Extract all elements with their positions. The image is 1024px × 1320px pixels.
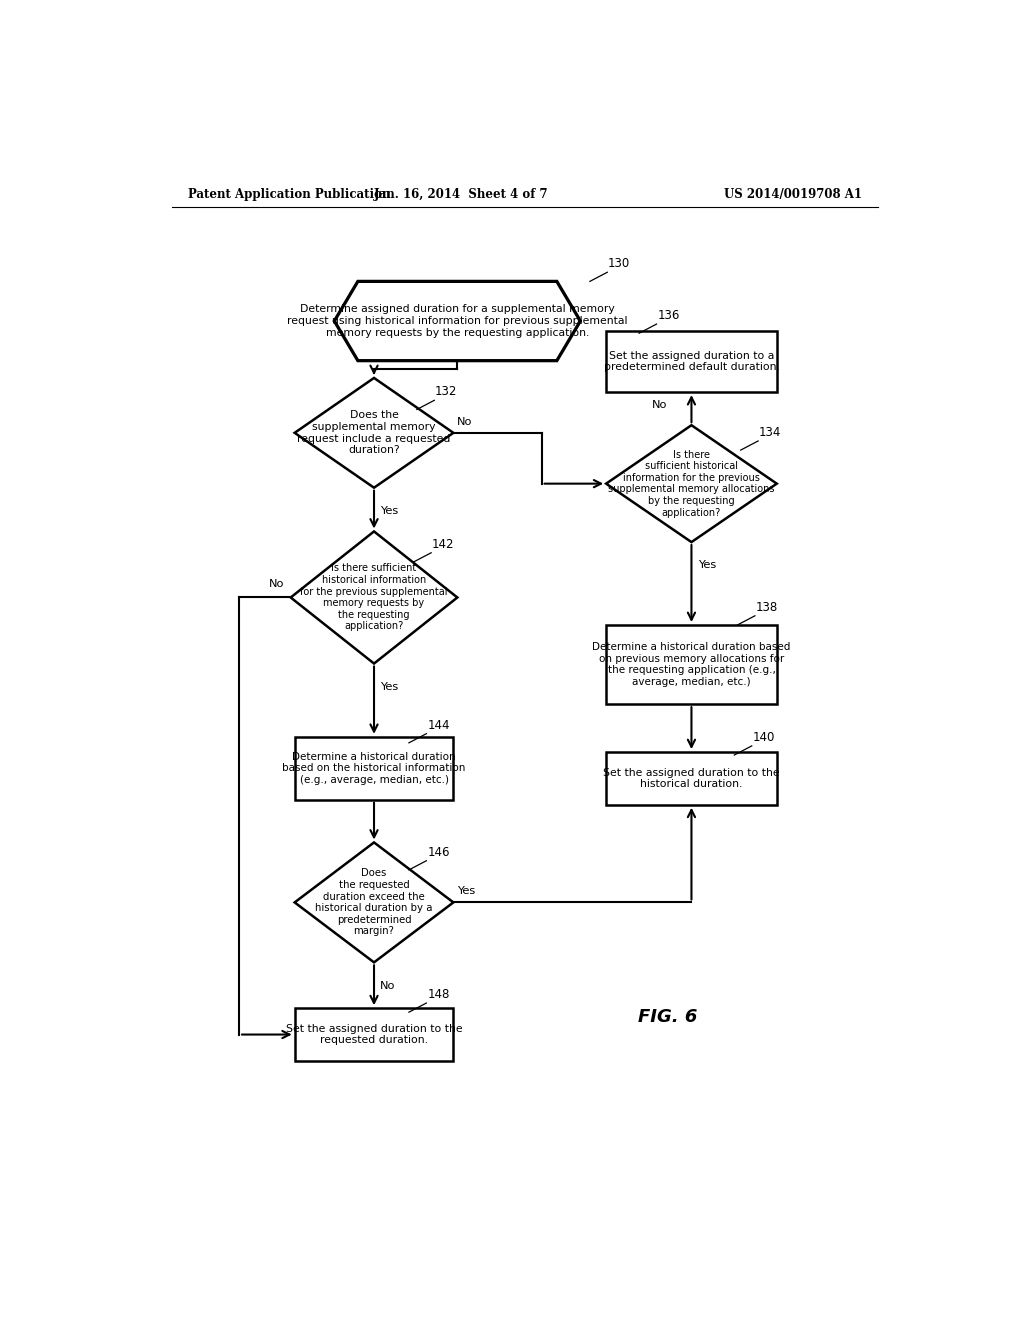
Text: Determine a historical duration
based on the historical information
(e.g., avera: Determine a historical duration based on… <box>283 751 466 785</box>
Text: Is there
sufficient historical
information for the previous
supplemental memory : Is there sufficient historical informati… <box>608 450 775 517</box>
Text: 148: 148 <box>427 987 450 1001</box>
Text: 132: 132 <box>435 385 458 399</box>
Text: 142: 142 <box>432 537 455 550</box>
Text: 140: 140 <box>753 731 775 744</box>
Text: Is there sufficient
historical information
for the previous supplemental
memory : Is there sufficient historical informati… <box>300 564 447 631</box>
Text: 130: 130 <box>608 257 631 271</box>
Bar <box>606 331 777 392</box>
Text: No: No <box>380 981 396 991</box>
Text: US 2014/0019708 A1: US 2014/0019708 A1 <box>724 189 862 202</box>
Text: No: No <box>651 400 668 411</box>
Bar <box>606 624 777 704</box>
Text: 146: 146 <box>427 846 450 859</box>
Text: Yes: Yes <box>380 682 398 692</box>
Text: 138: 138 <box>756 601 778 614</box>
Bar <box>606 752 777 805</box>
Text: FIG. 6: FIG. 6 <box>638 1008 697 1026</box>
Text: Yes: Yes <box>697 561 716 570</box>
Bar <box>295 737 454 800</box>
Text: Set the assigned duration to the
historical duration.: Set the assigned duration to the histori… <box>603 768 779 789</box>
Text: Does the
supplemental memory
request include a requested
duration?: Does the supplemental memory request inc… <box>297 411 451 455</box>
Text: Determine a historical duration based
on previous memory allocations for
the req: Determine a historical duration based on… <box>592 642 791 686</box>
Text: Set the assigned duration to the
requested duration.: Set the assigned duration to the request… <box>286 1024 462 1045</box>
Text: Does
the requested
duration exceed the
historical duration by a
predetermined
ma: Does the requested duration exceed the h… <box>315 869 433 936</box>
Text: Yes: Yes <box>458 886 475 896</box>
Text: Set the assigned duration to a
predetermined default duration.: Set the assigned duration to a predeterm… <box>603 351 779 372</box>
Text: Yes: Yes <box>380 506 398 516</box>
Bar <box>295 1008 454 1061</box>
Text: No: No <box>269 579 285 589</box>
Text: Determine assigned duration for a supplemental memory
request using historical i: Determine assigned duration for a supple… <box>287 305 628 338</box>
Text: 134: 134 <box>759 426 781 440</box>
Text: Jan. 16, 2014  Sheet 4 of 7: Jan. 16, 2014 Sheet 4 of 7 <box>374 189 549 202</box>
Text: 144: 144 <box>427 718 450 731</box>
Text: 136: 136 <box>657 309 680 322</box>
Text: No: No <box>458 417 473 426</box>
Text: Patent Application Publication: Patent Application Publication <box>187 189 390 202</box>
